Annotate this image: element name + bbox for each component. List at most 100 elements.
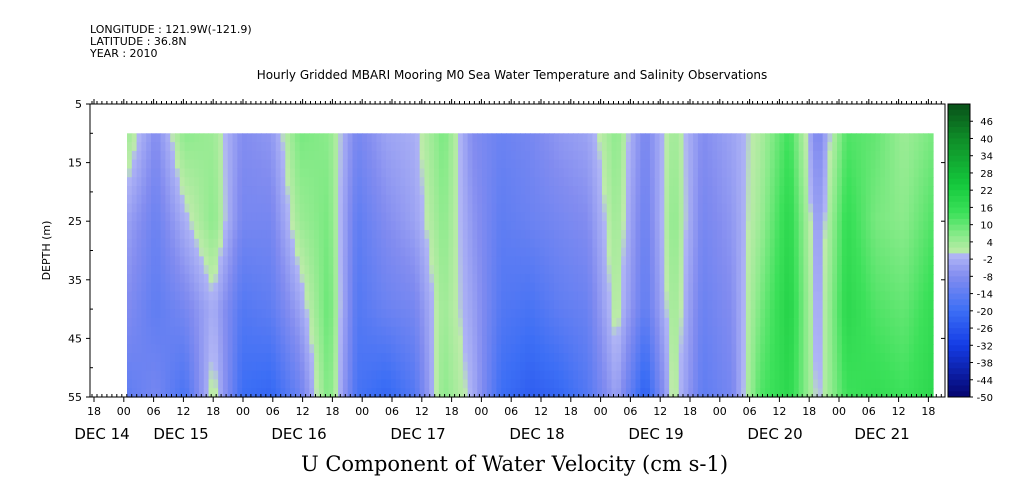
heatmap-cell xyxy=(198,221,205,231)
heatmap-cell xyxy=(904,168,910,178)
heatmap-cell xyxy=(218,256,224,266)
heatmap-cell xyxy=(443,353,450,363)
heatmap-cell xyxy=(856,247,862,257)
heatmap-cell xyxy=(851,142,857,152)
heatmap-cell xyxy=(280,335,286,345)
heatmap-cell xyxy=(621,379,627,389)
heatmap-cell xyxy=(390,317,397,328)
heatmap-cell xyxy=(285,388,291,398)
heatmap-cell xyxy=(434,370,440,381)
heatmap-cell xyxy=(419,379,426,389)
heatmap-cell xyxy=(314,203,320,214)
heatmap-cell xyxy=(870,370,877,381)
heatmap-cell xyxy=(587,282,593,293)
heatmap-cell xyxy=(669,379,675,389)
heatmap-cell xyxy=(717,159,723,170)
heatmap-cell xyxy=(861,203,867,214)
heatmap-cell xyxy=(467,309,474,319)
heatmap-cell xyxy=(357,221,363,231)
heatmap-cell xyxy=(846,247,853,257)
heatmap-cell xyxy=(525,282,531,293)
heatmap-cell xyxy=(462,229,469,240)
heatmap-cell xyxy=(683,168,689,178)
heatmap-cell xyxy=(544,282,550,293)
heatmap-cell xyxy=(750,335,757,345)
heatmap-cell xyxy=(314,300,320,310)
heatmap-cell xyxy=(309,344,315,354)
heatmap-cell xyxy=(328,273,334,284)
heatmap-cell xyxy=(793,142,800,152)
heatmap-cell xyxy=(712,256,718,266)
heatmap-cell xyxy=(160,229,166,240)
heatmap-cell xyxy=(510,326,517,337)
heatmap-cell xyxy=(414,335,421,345)
heatmap-cell xyxy=(630,256,637,266)
heatmap-cell xyxy=(510,203,517,214)
heatmap-cell xyxy=(275,150,282,161)
heatmap-cell xyxy=(808,379,814,389)
heatmap-cell xyxy=(280,353,286,363)
heatmap-cell xyxy=(582,221,589,231)
heatmap-cell xyxy=(621,273,627,284)
heatmap-cell xyxy=(745,142,752,152)
heatmap-cell xyxy=(606,361,613,372)
heatmap-cell xyxy=(827,335,833,345)
heatmap-cell xyxy=(333,388,339,398)
heatmap-cell xyxy=(793,238,800,249)
heatmap-cell xyxy=(491,142,498,152)
heatmap-cell xyxy=(429,379,435,389)
heatmap-cell xyxy=(501,177,507,187)
heatmap-cell xyxy=(784,168,790,178)
heatmap-cell xyxy=(520,186,526,196)
heatmap-cell xyxy=(918,335,925,345)
heatmap-cell xyxy=(246,203,253,214)
heatmap-cell xyxy=(453,265,459,275)
heatmap-cell xyxy=(635,133,641,143)
heatmap-cell xyxy=(448,212,454,222)
heatmap-cell xyxy=(482,159,488,170)
heatmap-cell xyxy=(242,238,248,249)
heatmap-cell xyxy=(333,370,339,381)
heatmap-cell xyxy=(885,133,891,143)
heatmap-cell xyxy=(448,256,454,266)
heatmap-cell xyxy=(832,194,838,205)
heatmap-cell xyxy=(256,229,262,240)
heatmap-cell xyxy=(194,238,200,249)
heatmap-cell xyxy=(635,273,641,284)
heatmap-cell xyxy=(693,273,699,284)
heatmap-cell xyxy=(793,317,800,328)
heatmap-cell xyxy=(472,317,478,328)
heatmap-cell xyxy=(563,273,569,284)
heatmap-cell xyxy=(256,300,262,310)
heatmap-cell xyxy=(750,344,757,354)
heatmap-cell xyxy=(395,247,402,257)
heatmap-cell xyxy=(208,256,214,266)
heatmap-cell xyxy=(827,273,833,284)
heatmap-cell xyxy=(270,142,277,152)
heatmap-cell xyxy=(352,150,358,161)
heatmap-cell xyxy=(194,326,200,337)
heatmap-cell xyxy=(467,344,474,354)
heatmap-cell xyxy=(270,265,277,275)
heatmap-cell xyxy=(419,388,426,398)
heatmap-cell xyxy=(515,142,522,152)
heatmap-cell xyxy=(745,133,752,143)
heatmap-cell xyxy=(184,203,190,214)
heatmap-cell xyxy=(918,238,925,249)
heatmap-cell xyxy=(793,150,800,161)
heatmap-cell xyxy=(218,326,224,337)
heatmap-cell xyxy=(669,186,675,196)
heatmap-cell xyxy=(381,212,387,222)
heatmap-cell xyxy=(222,194,229,205)
heatmap-cell xyxy=(304,150,310,161)
heatmap-cell xyxy=(789,361,795,372)
heatmap-cell xyxy=(203,203,210,214)
heatmap-cell xyxy=(904,221,910,231)
heatmap-cell xyxy=(222,317,229,328)
heatmap-cell xyxy=(741,361,747,372)
heatmap-cell xyxy=(189,361,195,372)
heatmap-cell xyxy=(275,344,282,354)
heatmap-cell xyxy=(592,300,598,310)
heatmap-cell xyxy=(851,186,857,196)
heatmap-cell xyxy=(635,353,641,363)
